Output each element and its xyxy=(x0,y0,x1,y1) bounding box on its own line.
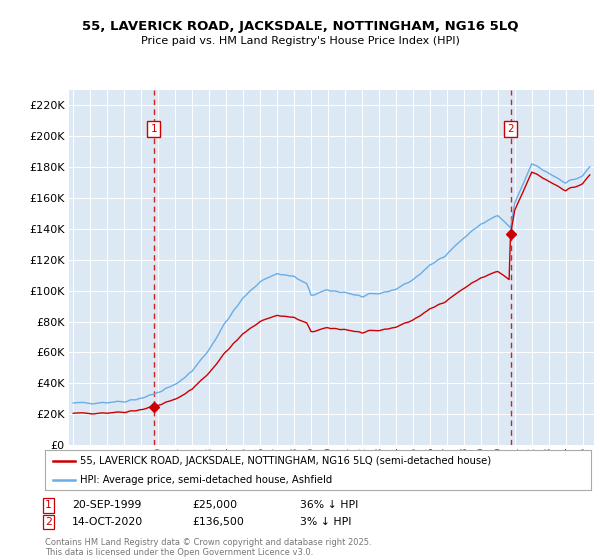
Text: 1: 1 xyxy=(45,500,52,510)
Text: 55, LAVERICK ROAD, JACKSDALE, NOTTINGHAM, NG16 5LQ (semi-detached house): 55, LAVERICK ROAD, JACKSDALE, NOTTINGHAM… xyxy=(80,456,491,465)
Text: 2: 2 xyxy=(45,517,52,527)
Text: 2: 2 xyxy=(507,124,514,134)
Text: £25,000: £25,000 xyxy=(192,500,237,510)
Text: 55, LAVERICK ROAD, JACKSDALE, NOTTINGHAM, NG16 5LQ: 55, LAVERICK ROAD, JACKSDALE, NOTTINGHAM… xyxy=(82,20,518,32)
Text: 14-OCT-2020: 14-OCT-2020 xyxy=(72,517,143,527)
Text: 20-SEP-1999: 20-SEP-1999 xyxy=(72,500,142,510)
Text: 36% ↓ HPI: 36% ↓ HPI xyxy=(300,500,358,510)
Text: 3% ↓ HPI: 3% ↓ HPI xyxy=(300,517,352,527)
Text: HPI: Average price, semi-detached house, Ashfield: HPI: Average price, semi-detached house,… xyxy=(80,475,333,485)
Text: 1: 1 xyxy=(151,124,157,134)
Text: Contains HM Land Registry data © Crown copyright and database right 2025.
This d: Contains HM Land Registry data © Crown c… xyxy=(45,538,371,557)
Text: £136,500: £136,500 xyxy=(192,517,244,527)
Text: Price paid vs. HM Land Registry's House Price Index (HPI): Price paid vs. HM Land Registry's House … xyxy=(140,36,460,46)
